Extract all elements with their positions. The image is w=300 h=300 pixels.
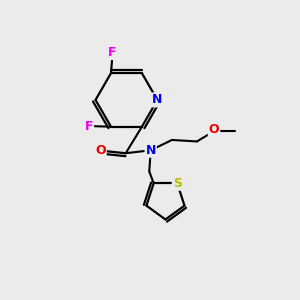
Text: F: F — [108, 46, 117, 59]
Text: N: N — [152, 93, 163, 106]
Text: F: F — [85, 120, 93, 133]
Text: O: O — [95, 144, 106, 158]
Text: S: S — [173, 177, 182, 190]
Text: O: O — [209, 123, 219, 136]
Text: N: N — [146, 144, 156, 157]
